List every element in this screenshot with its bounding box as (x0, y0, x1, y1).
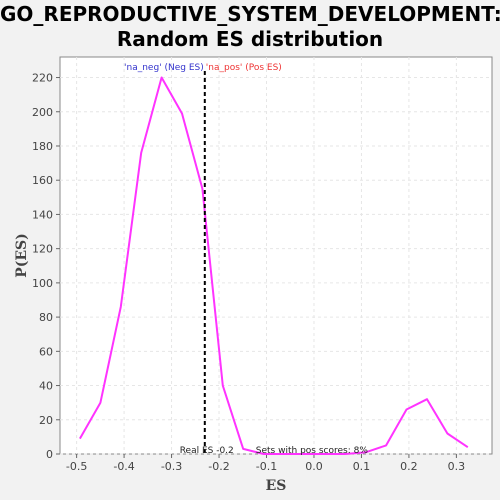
plot-area (59, 56, 493, 455)
y-tick-label: 60 (39, 345, 53, 358)
y-tick-label: 0 (46, 448, 53, 461)
x-tick-label: 0.2 (400, 460, 418, 473)
x-tick-label: 0.0 (305, 460, 323, 473)
x-axis-label: ES (266, 478, 287, 494)
real-es-label: Real ES -0.2 (180, 446, 234, 456)
neg-es-label: 'na_neg' (Neg ES) (124, 63, 204, 73)
pos-scores-label: Sets with pos scores: 8% (256, 446, 369, 456)
x-tick-label: 0.1 (353, 460, 371, 473)
chart-title: GO_REPRODUCTIVE_SYSTEM_DEVELOPMENT: Rand… (0, 2, 500, 52)
chart-title-line-1: GO_REPRODUCTIVE_SYSTEM_DEVELOPMENT: (0, 2, 500, 26)
y-tick-label: 140 (32, 208, 53, 221)
x-tick-label: -0.5 (66, 460, 87, 473)
y-tick-label: 180 (32, 140, 53, 153)
pos-es-label: 'na_pos' (Pos ES) (206, 63, 282, 73)
y-tick-label: 100 (32, 277, 53, 290)
series-layer (79, 76, 469, 455)
y-tick-label: 40 (39, 380, 53, 393)
y-tick-label: 220 (32, 72, 53, 85)
chart-title-line-2: Random ES distribution (116, 27, 384, 51)
x-tick-label: -0.1 (256, 460, 277, 473)
y-tick-label: 200 (32, 106, 53, 119)
x-tick-label: -0.2 (208, 460, 229, 473)
y-axis-label: P(ES) (14, 233, 30, 278)
es-distribution-line (79, 76, 469, 455)
y-tick-label: 160 (32, 174, 53, 187)
axis-layer: -0.5 -0.4 -0.3 -0.2 -0.1 0.0 0.1 0.2 0.3 0 20 40 60 8… (32, 72, 465, 473)
y-tick-label: 120 (32, 243, 53, 256)
x-tick-label: 0.3 (448, 460, 466, 473)
y-tick-label: 80 (39, 311, 53, 324)
x-tick-label: -0.4 (113, 460, 134, 473)
grid-layer (60, 57, 492, 455)
annotation-layer: 'na_neg' (Neg ES) 'na_pos' (Pos ES) Real… (124, 63, 368, 456)
x-tick-label: -0.3 (161, 460, 182, 473)
y-tick-label: 20 (39, 414, 53, 427)
